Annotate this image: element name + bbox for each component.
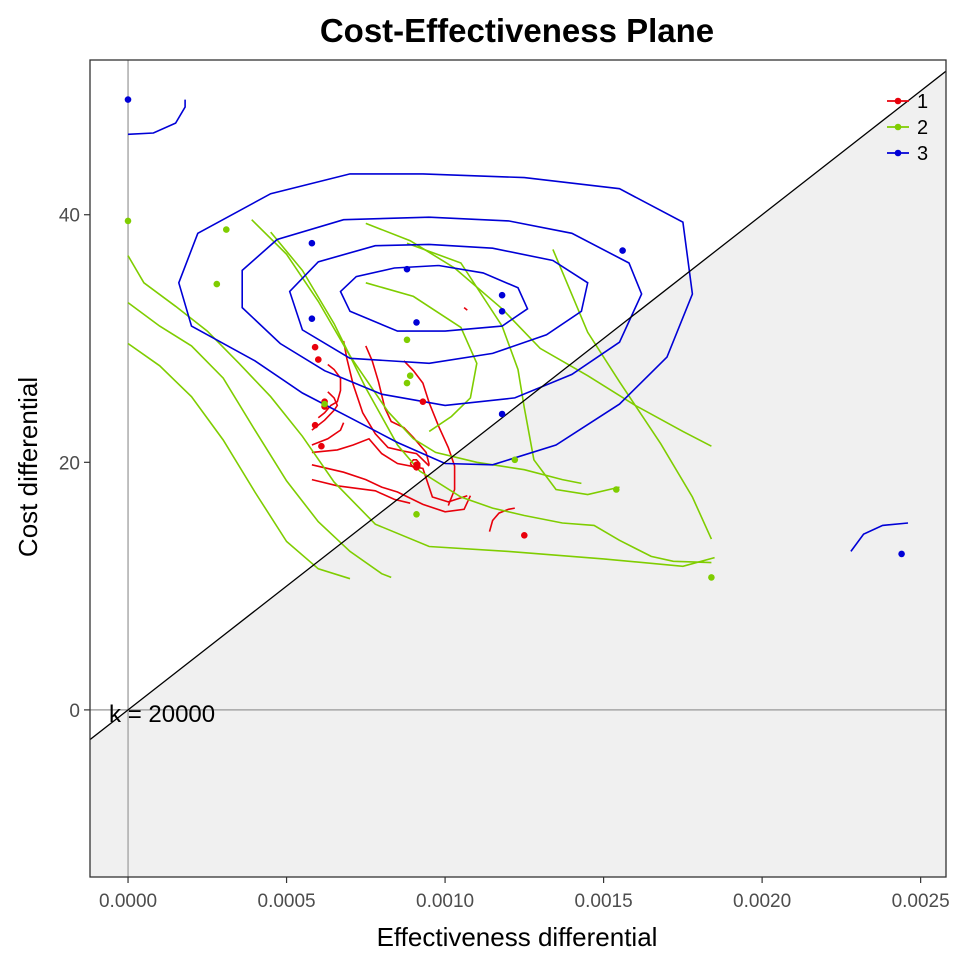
contour-series-2-2 bbox=[127, 301, 392, 579]
x-tick-label: 0.0025 bbox=[892, 891, 950, 912]
x-tick-label: 0.0010 bbox=[416, 891, 474, 912]
point-series-2 bbox=[511, 456, 519, 464]
contour-series-2-9 bbox=[552, 249, 713, 540]
contour-series-2-1 bbox=[127, 255, 715, 568]
contour-series-1-4 bbox=[311, 391, 339, 431]
contour-series-1-9 bbox=[403, 360, 456, 506]
point-series-3 bbox=[898, 550, 905, 558]
point-series-1 bbox=[311, 421, 319, 429]
contour-series-3-2 bbox=[177, 173, 694, 466]
contour-series-3-5 bbox=[339, 264, 529, 332]
legend: 1 2 3 bbox=[887, 91, 928, 165]
wtp-label: k = 20000 bbox=[109, 701, 215, 728]
point-series-3 bbox=[124, 96, 132, 103]
point-series-3 bbox=[619, 247, 626, 254]
x-tick-label: 0.0005 bbox=[258, 891, 316, 912]
plot-area: k = 20000 0.0000 0.0005 0.0010 0.0015 0.0020 0… bbox=[59, 59, 950, 912]
contour-series-1-8 bbox=[365, 345, 430, 465]
contour-series-1-7 bbox=[342, 340, 430, 467]
point-series-1 bbox=[413, 464, 420, 471]
y-axis-title: Cost differential bbox=[13, 377, 43, 557]
contour-series-1-11 bbox=[488, 507, 515, 532]
point-series-3 bbox=[308, 315, 316, 323]
contour-series-2-3 bbox=[127, 342, 351, 580]
legend-label-3: 3 bbox=[917, 143, 928, 165]
contour-series-3-1 bbox=[127, 99, 186, 136]
point-series-2 bbox=[321, 400, 328, 408]
contour-series-1-6 bbox=[317, 363, 342, 419]
chart-title: Cost-Effectiveness Plane bbox=[320, 12, 714, 49]
legend-label-1: 1 bbox=[917, 91, 928, 113]
contour-series-2-4 bbox=[270, 231, 712, 564]
point-series-3 bbox=[308, 239, 316, 247]
contour-series-1-12 bbox=[463, 306, 468, 311]
point-series-1 bbox=[318, 442, 325, 450]
point-series-2 bbox=[213, 280, 221, 288]
contour-series-2-7 bbox=[365, 282, 478, 433]
contour-series-1-1 bbox=[311, 437, 468, 503]
point-series-3 bbox=[498, 291, 506, 299]
point-series-2 bbox=[124, 217, 132, 225]
point-series-2 bbox=[403, 379, 411, 387]
point-series-2 bbox=[403, 336, 411, 344]
contour-series-3-6 bbox=[850, 522, 909, 552]
contour-series-1-2 bbox=[311, 464, 472, 513]
y-tick-label: 40 bbox=[59, 206, 80, 227]
contour-series-3-3 bbox=[241, 216, 643, 407]
point-series-2 bbox=[708, 574, 715, 581]
point-series-1 bbox=[521, 532, 528, 539]
legend-label-2: 2 bbox=[917, 117, 928, 139]
point-series-2 bbox=[406, 372, 414, 380]
point-series-3 bbox=[498, 410, 506, 418]
plot-border bbox=[89, 59, 947, 878]
contour-series-3-4 bbox=[288, 243, 589, 365]
x-tick-label: 0.0015 bbox=[575, 891, 633, 912]
point-series-1 bbox=[311, 343, 319, 351]
point-series-1 bbox=[315, 356, 322, 363]
point-series-2 bbox=[223, 226, 230, 233]
contour-series-2-8 bbox=[406, 242, 620, 496]
contour-series-1-5 bbox=[311, 422, 345, 446]
legend-key-point-1 bbox=[894, 97, 902, 105]
point-series-3 bbox=[413, 319, 420, 326]
point-series-1 bbox=[419, 398, 427, 406]
point-series-3 bbox=[498, 308, 506, 315]
y-tick-label: 20 bbox=[59, 453, 80, 474]
legend-key-point-3 bbox=[894, 149, 902, 157]
contour-series-2-5 bbox=[251, 219, 582, 485]
y-tick-label: 0 bbox=[69, 701, 80, 722]
wtp-threshold-line bbox=[90, 70, 946, 741]
point-series-2 bbox=[613, 486, 620, 493]
x-tick-label: 0.0020 bbox=[733, 891, 791, 912]
cost-effective-region bbox=[90, 71, 946, 877]
plot-clipped-layer: k = 20000 bbox=[90, 60, 946, 877]
legend-key-point-2 bbox=[894, 123, 902, 131]
x-axis-title: Effectiveness differential bbox=[377, 922, 658, 952]
x-tick-label: 0.0000 bbox=[99, 891, 157, 912]
point-series-3 bbox=[403, 265, 411, 273]
point-series-2 bbox=[413, 511, 420, 518]
